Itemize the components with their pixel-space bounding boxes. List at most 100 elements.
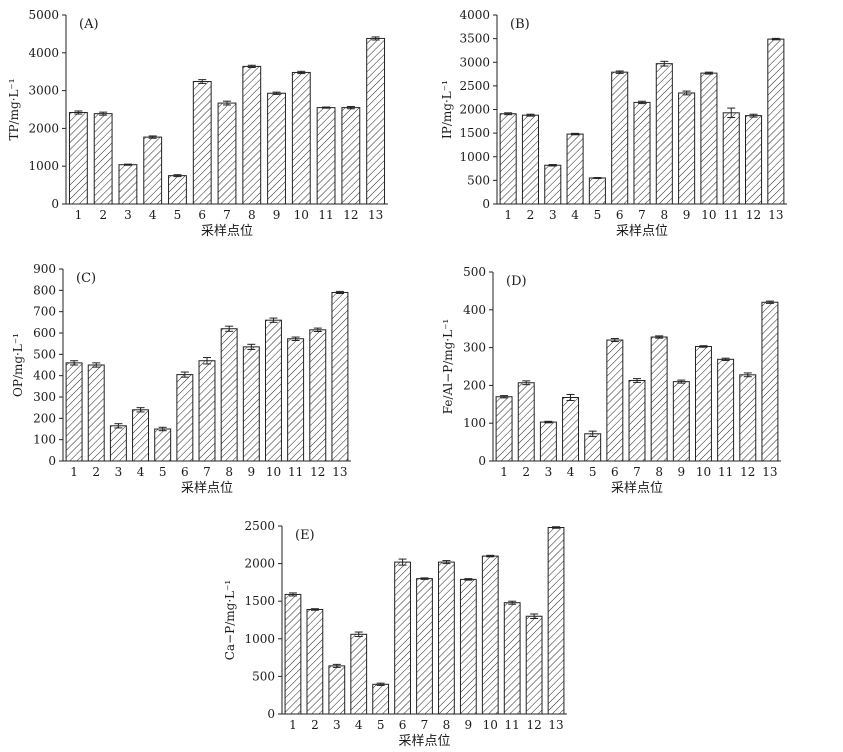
error-bar-12 [346, 105, 355, 110]
y-tick-label: 1000 [28, 159, 59, 173]
error-bar-10 [269, 317, 278, 323]
error-bar-5 [593, 177, 602, 179]
x-tick-label: 7 [203, 465, 211, 479]
error-bar-3 [544, 420, 553, 424]
error-bar-9 [677, 379, 686, 384]
x-tick-label: 6 [611, 465, 619, 479]
y-tick-label: 900 [33, 262, 56, 276]
x-tick-label: 5 [589, 465, 597, 479]
panel-label: (D) [506, 274, 527, 289]
x-tick-label: 12 [343, 208, 358, 222]
x-tick-label: 7 [638, 208, 646, 222]
x-tick-label: 2 [527, 208, 535, 222]
error-bar-1 [288, 592, 297, 597]
x-tick-label: 8 [248, 208, 256, 222]
y-tick-label: 2000 [28, 121, 59, 135]
x-tick-label: 9 [677, 465, 685, 479]
error-bar-12 [743, 372, 752, 378]
x-tick-label: 11 [318, 208, 333, 222]
bar-10 [481, 555, 499, 715]
x-tick-label: 5 [159, 465, 167, 479]
error-bar-10 [699, 345, 708, 348]
error-bar-5 [158, 426, 167, 432]
error-bar-7 [203, 357, 211, 365]
error-bar-13 [552, 526, 561, 529]
error-bar-1 [500, 395, 509, 399]
y-axis-title: Ca−P/mg·L⁻¹ [223, 580, 237, 661]
x-tick-label: 2 [92, 465, 100, 479]
y-tick-label: 100 [33, 433, 56, 447]
x-tick-label: 11 [288, 465, 303, 479]
x-tick-label: 10 [701, 208, 716, 222]
error-bar-12 [749, 113, 758, 118]
x-tick-label: 7 [223, 208, 231, 222]
x-tick-label: 1 [504, 208, 512, 222]
y-tick-label: 1000 [244, 632, 275, 646]
y-tick-label: 200 [33, 411, 56, 425]
y-tick-label: 500 [33, 347, 56, 361]
x-axis-title: 采样点位 [611, 481, 663, 496]
x-tick-label: 12 [526, 718, 541, 732]
y-tick-label: 400 [463, 303, 486, 317]
error-bar-8 [660, 60, 669, 67]
error-bar-6 [398, 558, 407, 566]
error-bar-6 [180, 371, 189, 378]
x-tick-label: 9 [247, 465, 255, 479]
error-bar-2 [310, 608, 319, 611]
error-bar-10 [704, 71, 713, 75]
error-bar-13 [771, 37, 780, 41]
y-tick-label: 700 [33, 305, 56, 319]
y-tick-label: 600 [33, 326, 56, 340]
x-tick-label: 7 [633, 465, 641, 479]
panel-label: (E) [295, 528, 315, 543]
error-bar-7 [223, 100, 231, 106]
error-bar-5 [173, 174, 182, 178]
y-tick-label: 0 [48, 454, 56, 468]
bar-11 [503, 602, 521, 715]
error-bar-12 [313, 327, 322, 333]
error-bar-2 [526, 113, 535, 117]
y-tick-label: 800 [33, 283, 56, 297]
y-tick-label: 2000 [244, 557, 275, 571]
error-bar-8 [442, 560, 451, 565]
y-tick-label: 0 [51, 197, 59, 211]
error-bar-2 [92, 362, 101, 368]
error-bar-10 [297, 70, 306, 75]
error-bar-9 [464, 578, 473, 581]
error-bar-9 [247, 343, 256, 350]
x-tick-label: 4 [567, 465, 575, 479]
error-bar-9 [272, 91, 281, 95]
x-tick-label: 10 [266, 465, 281, 479]
y-tick-label: 400 [33, 369, 56, 383]
x-tick-label: 13 [768, 208, 783, 222]
error-bar-7 [420, 577, 429, 580]
error-bar-3 [332, 663, 341, 668]
x-axis-title: 采样点位 [398, 734, 450, 749]
error-bar-11 [322, 106, 331, 109]
x-tick-label: 3 [549, 208, 557, 222]
error-bar-10 [486, 554, 495, 558]
x-tick-label: 5 [594, 208, 602, 222]
x-tick-label: 13 [762, 465, 777, 479]
error-bar-8 [247, 64, 256, 69]
y-tick-label: 100 [463, 416, 486, 430]
x-tick-label: 4 [571, 208, 579, 222]
x-tick-label: 11 [724, 208, 739, 222]
error-bar-6 [610, 338, 619, 343]
y-tick-label: 3500 [459, 32, 490, 46]
y-tick-label: 4000 [28, 46, 59, 60]
x-tick-label: 9 [683, 208, 691, 222]
y-tick-label: 300 [463, 341, 486, 355]
y-tick-label: 3000 [459, 55, 490, 69]
error-bar-12 [530, 613, 539, 619]
x-tick-label: 10 [294, 208, 309, 222]
x-tick-label: 6 [616, 208, 624, 222]
error-bar-7 [633, 378, 641, 383]
error-bar-11 [508, 600, 517, 605]
error-bar-2 [522, 380, 531, 386]
x-tick-label: 1 [289, 718, 297, 732]
error-bar-8 [225, 325, 234, 332]
y-tick-label: 0 [267, 707, 275, 721]
bar-3 [328, 665, 346, 715]
